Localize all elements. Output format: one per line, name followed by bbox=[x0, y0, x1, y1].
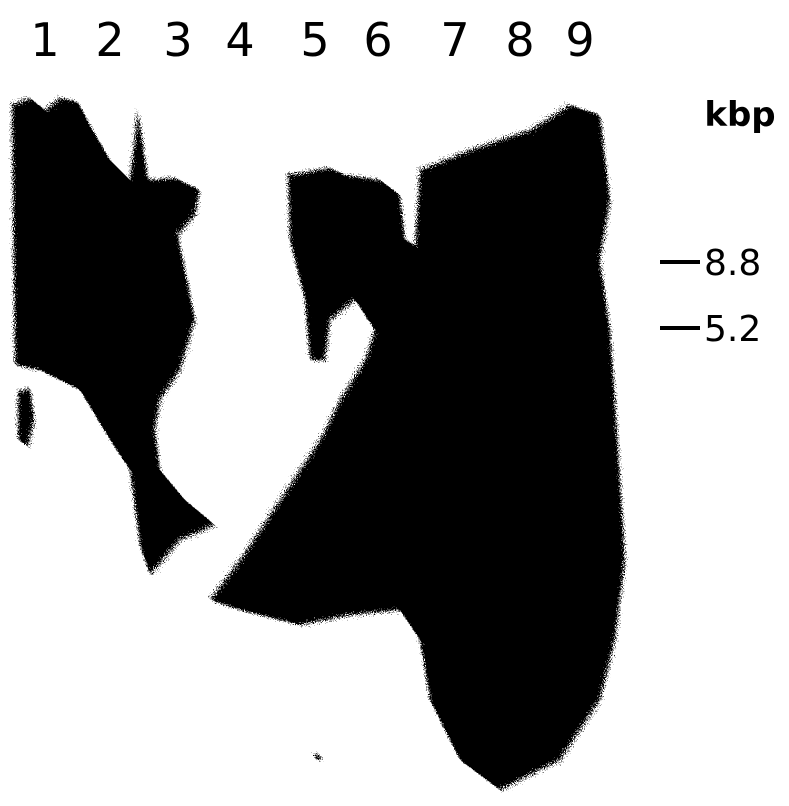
smear-lanes-1-3 bbox=[12, 98, 215, 575]
lane-label: 3 bbox=[163, 13, 192, 67]
marker-label: 5.2 bbox=[704, 309, 761, 350]
smear-lanes-5-9 bbox=[210, 105, 625, 790]
lane-label: 9 bbox=[565, 13, 594, 67]
size-markers: 8.8 5.2 bbox=[660, 243, 761, 350]
lane-label: 5 bbox=[300, 13, 329, 67]
dust-spot bbox=[315, 754, 321, 760]
size-unit: kbp bbox=[704, 95, 775, 135]
bands bbox=[12, 98, 625, 790]
marker-label: 8.8 bbox=[704, 243, 761, 284]
lane-label: 8 bbox=[505, 13, 534, 67]
lane-label: 1 bbox=[30, 13, 59, 67]
lane-label: 4 bbox=[225, 13, 254, 67]
lane-label: 6 bbox=[363, 13, 392, 67]
lane-label: 2 bbox=[95, 13, 124, 67]
lane-label: 7 bbox=[440, 13, 469, 67]
spot-lane-1 bbox=[18, 388, 34, 446]
gel-image: 123456789 kbp 8.8 5.2 bbox=[0, 0, 789, 806]
